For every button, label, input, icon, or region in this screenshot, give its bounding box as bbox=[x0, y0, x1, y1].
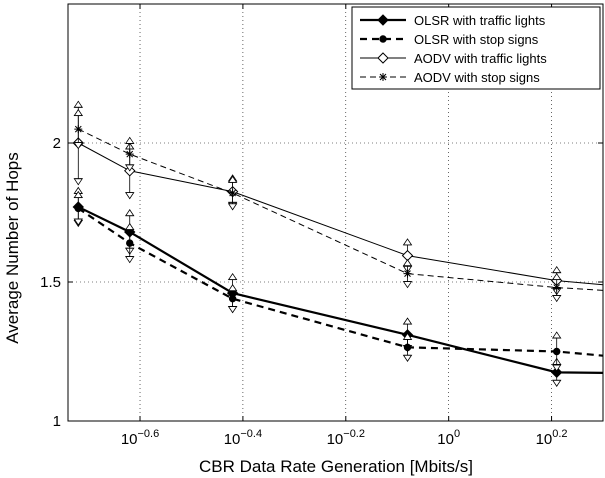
data-point bbox=[74, 125, 83, 134]
series-line bbox=[77, 205, 604, 375]
error-bar bbox=[227, 175, 238, 211]
x-tick-exponent: −0.6 bbox=[138, 428, 160, 440]
x-tick-exponent: 0 bbox=[454, 428, 460, 440]
legend-label: AODV with stop signs bbox=[414, 70, 540, 85]
grid bbox=[68, 4, 603, 421]
x-tick-exponent: 0.2 bbox=[552, 428, 567, 440]
data-point bbox=[74, 204, 82, 213]
x-tick-base: 10 bbox=[224, 431, 241, 448]
series-2 bbox=[73, 190, 604, 372]
x-tick-label: 100.2 bbox=[536, 428, 568, 448]
series-line bbox=[77, 207, 604, 357]
y-axis-label: Average Number of Hops bbox=[3, 152, 22, 344]
legend-item: AODV with traffic lights bbox=[360, 51, 547, 66]
legend-marker bbox=[377, 14, 389, 26]
legend-item: OLSR with stop signs bbox=[360, 32, 539, 47]
data-point bbox=[228, 189, 237, 198]
series-1 bbox=[72, 186, 604, 387]
legend-label: AODV with traffic lights bbox=[414, 51, 547, 66]
legend-label: OLSR with stop signs bbox=[414, 32, 539, 47]
error-bar bbox=[73, 108, 84, 150]
x-tick-base: 10 bbox=[536, 431, 553, 448]
series-layer bbox=[72, 100, 604, 387]
data-point bbox=[228, 294, 237, 303]
x-tick-label: 10−0.2 bbox=[327, 428, 365, 448]
series-line bbox=[78, 142, 604, 286]
y-tick-label: 1.5 bbox=[40, 274, 61, 291]
x-tick-base: 10 bbox=[327, 431, 344, 448]
data-point bbox=[550, 366, 563, 379]
error-bar bbox=[124, 222, 135, 264]
legend-marker bbox=[379, 73, 387, 81]
y-tick-label: 2 bbox=[53, 135, 61, 152]
ticks: 10−0.6 10−0.4 10−0.2 100 100.211.52 bbox=[40, 4, 603, 448]
x-axis-label: CBR Data Rate Generation [Mbits/s] bbox=[199, 457, 473, 476]
x-tick-label: 10−0.6 bbox=[121, 428, 159, 448]
legend-marker bbox=[379, 35, 387, 43]
x-tick-base: 10 bbox=[121, 431, 138, 448]
x-tick-label: 100 bbox=[437, 428, 460, 448]
y-tick-label: 1 bbox=[53, 413, 61, 430]
data-point bbox=[403, 269, 412, 278]
series-4 bbox=[73, 108, 604, 303]
plot-frame bbox=[67, 3, 604, 422]
data-point bbox=[125, 150, 134, 159]
x-tick-label: 10−0.4 bbox=[224, 428, 262, 448]
x-tick-exponent: −0.2 bbox=[343, 428, 365, 440]
legend: OLSR with traffic lights OLSR with stop s… bbox=[351, 6, 601, 90]
series-3 bbox=[72, 100, 604, 296]
x-tick-base: 10 bbox=[437, 431, 454, 448]
data-point bbox=[126, 239, 134, 247]
error-bar bbox=[73, 190, 84, 226]
legend-marker bbox=[377, 52, 389, 64]
series-line bbox=[78, 128, 604, 291]
x-tick-exponent: −0.4 bbox=[240, 428, 262, 440]
data-point bbox=[553, 347, 561, 356]
error-bar bbox=[551, 331, 562, 372]
legend-label: OLSR with traffic lights bbox=[414, 13, 546, 28]
data-point bbox=[552, 283, 561, 292]
legend-item: AODV with stop signs bbox=[360, 70, 540, 85]
data-point bbox=[403, 343, 412, 352]
legend-item: OLSR with traffic lights bbox=[360, 13, 546, 28]
